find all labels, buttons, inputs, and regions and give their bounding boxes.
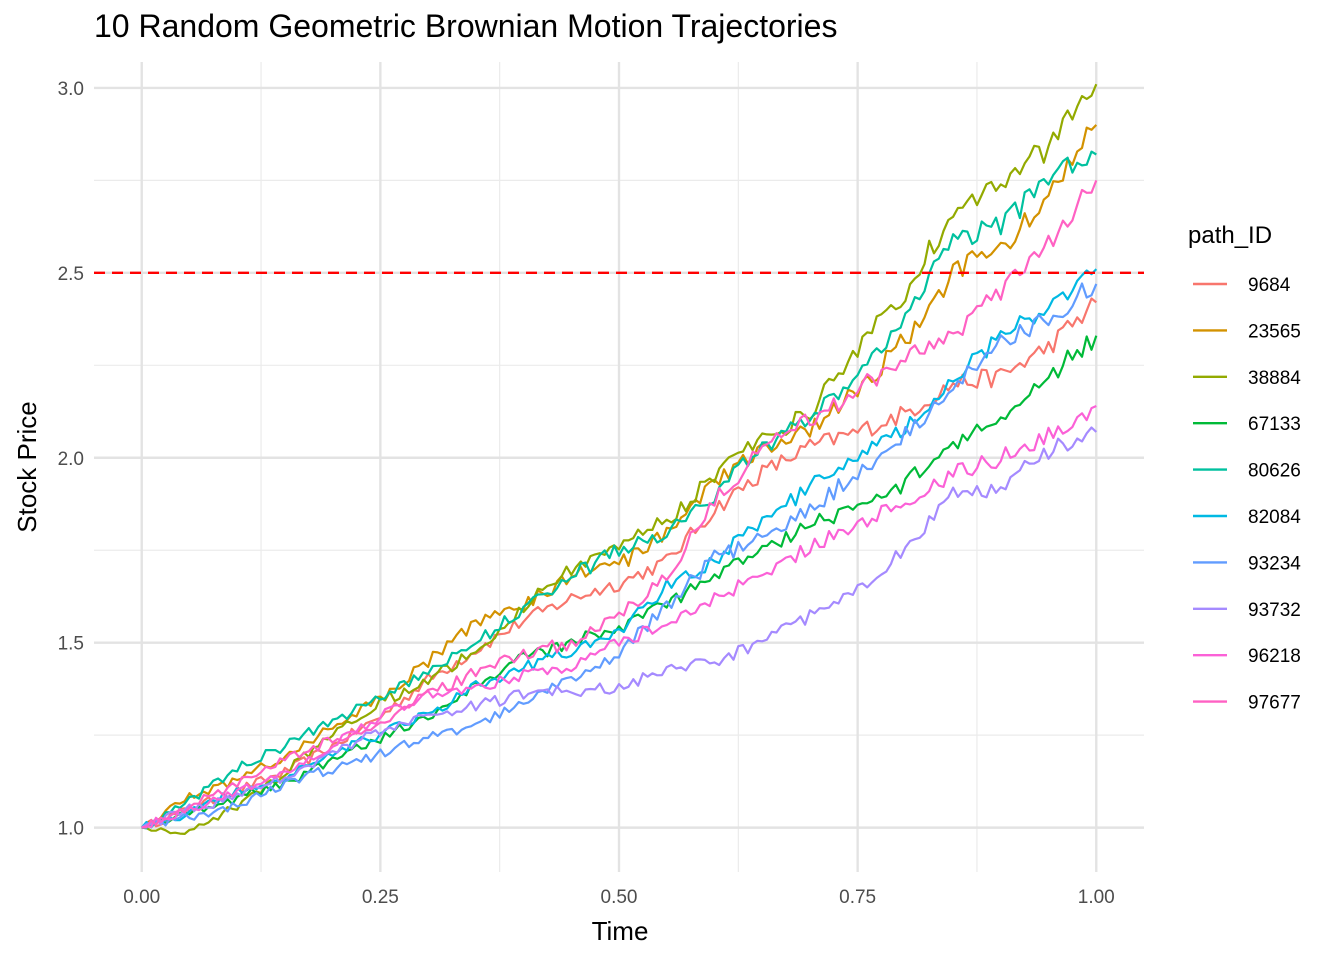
y-tick-label: 2.0 (58, 449, 84, 470)
y-tick-label: 1.5 (58, 634, 84, 655)
series-line-97677 (141, 179, 1098, 829)
series-line-23565 (140, 124, 1098, 829)
legend-label: 93732 (1248, 600, 1301, 621)
legend-label: 97677 (1248, 693, 1301, 714)
y-tick-label: 2.5 (58, 264, 84, 285)
legend-label: 67133 (1248, 414, 1301, 435)
legend-label: 38884 (1248, 368, 1301, 389)
series-line-82084 (140, 268, 1098, 829)
x-axis-title: Time (592, 916, 649, 946)
series-line-96218 (141, 404, 1097, 829)
series-line-80626 (141, 150, 1097, 830)
x-tick-label: 0.25 (362, 887, 399, 908)
y-tick-label: 3.0 (58, 79, 84, 100)
series-layer (140, 83, 1098, 835)
legend-label: 9684 (1248, 275, 1291, 296)
legend-label: 82084 (1248, 507, 1301, 528)
legend-title: path_ID (1188, 222, 1272, 249)
grid-layer (94, 62, 1144, 872)
series-line-93732 (141, 426, 1098, 829)
series-line-93234 (141, 282, 1098, 829)
chart-title: 10 Random Geometric Brownian Motion Traj… (94, 8, 838, 44)
legend: path_ID 9684 23565 38884 67133 80626 82084 932… (1188, 222, 1301, 714)
x-tick-label: 0.75 (839, 887, 876, 908)
legend-label: 80626 (1248, 461, 1301, 482)
x-tick-label: 0.00 (123, 887, 160, 908)
axis-layer: Time Stock Price 0.00 0.25 0.50 0.75 1.00 1.0… (12, 79, 1115, 946)
y-axis-title: Stock Price (12, 401, 42, 533)
legend-label: 93234 (1248, 553, 1301, 574)
legend-label: 96218 (1248, 646, 1301, 667)
legend-label: 23565 (1248, 321, 1301, 342)
series-line-67133 (141, 335, 1098, 829)
x-tick-label: 1.00 (1078, 887, 1115, 908)
x-tick-label: 0.50 (601, 887, 638, 908)
y-tick-label: 1.0 (58, 819, 84, 840)
